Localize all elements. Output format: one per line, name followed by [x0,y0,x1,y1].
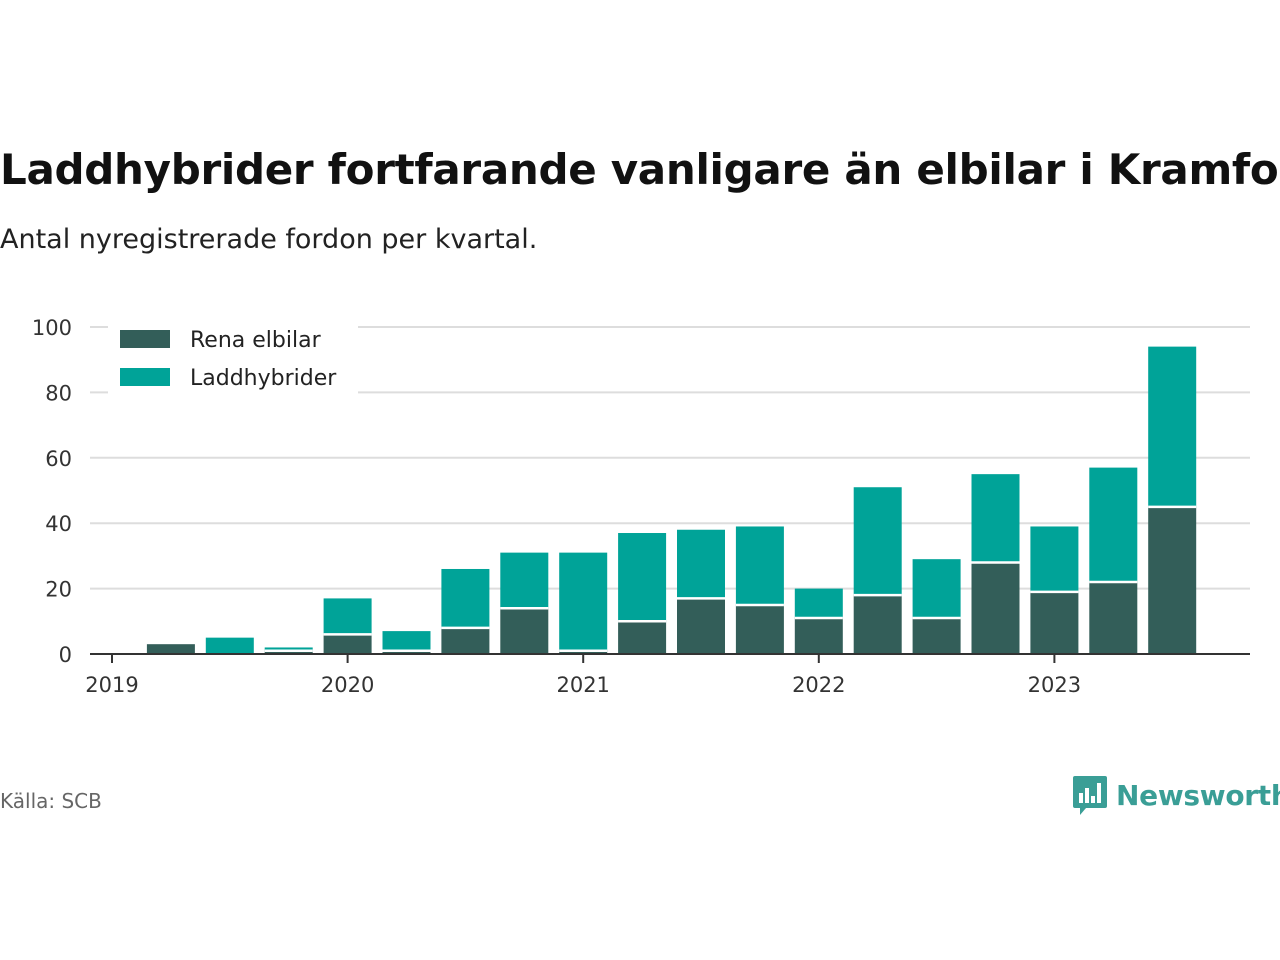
x-tick-label: 2020 [321,673,374,697]
legend-swatch [120,368,170,386]
bar-laddhybrider [500,552,549,609]
bar-laddhybrider [382,631,431,651]
bar-rena-elbilar [382,650,431,654]
chart-subtitle: Antal nyregistrerade fordon per kvartal. [0,224,538,255]
y-tick-label: 60 [45,447,72,471]
chart-title: Laddhybrider fortfarande vanligare än el… [0,145,1280,194]
y-tick-label: 20 [45,578,72,602]
y-tick-label: 40 [45,512,72,536]
source-note: Källa: SCB [0,789,102,813]
newsworthy-logo: Newsworthy [1072,774,1280,816]
bar-laddhybrider [559,552,608,651]
bar-rena-elbilar [971,562,1020,654]
bar-rena-elbilar [912,618,961,654]
bar-rena-elbilar [794,618,843,654]
brand-name: Newsworthy [1116,778,1280,812]
bar-rena-elbilar [264,650,313,654]
x-tick-label: 2022 [792,673,845,697]
x-tick-label: 2023 [1028,673,1081,697]
bar-laddhybrider [441,568,490,628]
bar-laddhybrider [1030,526,1079,592]
bar-rena-elbilar [1148,506,1197,654]
legend-label: Laddhybrider [190,366,337,391]
legend-label: Rena elbilar [190,328,322,353]
bar-rena-elbilar [323,634,372,654]
bar-rena-elbilar [146,644,195,654]
bar-rena-elbilar [559,650,608,654]
bars [146,346,1197,654]
bar-rena-elbilar [853,595,902,654]
y-tick-label: 0 [59,643,72,667]
axes: 2019 2020 2021 2022 2023 [85,653,1250,697]
bar-laddhybrider [323,598,372,635]
bar-laddhybrider [853,487,902,596]
bar-rena-elbilar [1089,582,1138,654]
bar-rena-elbilar [1030,591,1079,654]
bar-laddhybrider [912,559,961,619]
bar-laddhybrider [1089,467,1138,583]
bar-laddhybrider [1148,346,1197,507]
bar-laddhybrider [735,526,784,605]
bar-laddhybrider [971,474,1020,563]
legend-swatch [120,330,170,348]
bar-laddhybrider [677,529,725,599]
y-tick-label: 100 [32,316,72,340]
bar-laddhybrider [264,647,313,651]
bar-laddhybrider [205,637,254,654]
bar-rena-elbilar [677,598,725,654]
legend: Rena elbilar Laddhybrider [108,318,358,396]
x-tick-label: 2021 [556,673,609,697]
bar-rena-elbilar [618,621,667,654]
newsworthy-logo-icon [1073,776,1107,815]
bar-laddhybrider [618,533,667,622]
bar-rena-elbilar [441,627,490,654]
bar-rena-elbilar [500,608,549,654]
bar-rena-elbilar [735,604,784,654]
bar-laddhybrider [794,588,843,619]
y-tick-label: 80 [45,381,72,405]
x-tick-label: 2019 [85,673,138,697]
